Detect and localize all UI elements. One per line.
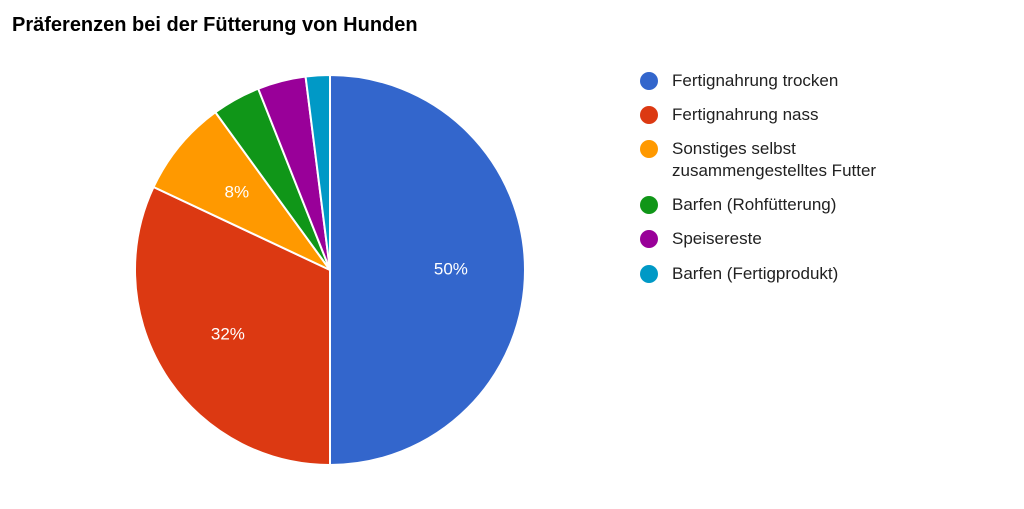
legend-item: Barfen (Fertigprodukt) <box>640 263 1000 285</box>
pie-slice <box>330 75 525 465</box>
legend-item: Barfen (Rohfütterung) <box>640 194 1000 216</box>
legend-swatch-icon <box>640 72 658 90</box>
legend-label: Fertignahrung trocken <box>672 70 932 92</box>
legend-label: Sonstiges selbst zusammengestelltes Futt… <box>672 138 932 182</box>
pie-slice-label: 50% <box>434 259 468 278</box>
legend-item: Fertignahrung nass <box>640 104 1000 126</box>
legend-swatch-icon <box>640 230 658 248</box>
chart-container: Präferenzen bei der Fütterung von Hunden… <box>0 0 1024 509</box>
legend-label: Barfen (Rohfütterung) <box>672 194 932 216</box>
legend-swatch-icon <box>640 140 658 158</box>
legend: Fertignahrung trocken Fertignahrung nass S… <box>640 70 1000 297</box>
pie-slice-label: 32% <box>211 324 245 343</box>
pie-svg: 50% 32% 8% <box>120 60 540 480</box>
legend-swatch-icon <box>640 265 658 283</box>
pie-area: 50% 32% 8% <box>120 60 540 480</box>
legend-swatch-icon <box>640 106 658 124</box>
legend-item: Sonstiges selbst zusammengestelltes Futt… <box>640 138 1000 182</box>
chart-title: Präferenzen bei der Fütterung von Hunden <box>12 14 418 37</box>
legend-label: Fertignahrung nass <box>672 104 932 126</box>
legend-label: Speisereste <box>672 228 932 250</box>
legend-swatch-icon <box>640 196 658 214</box>
pie-slice-label: 8% <box>225 182 250 201</box>
legend-item: Speisereste <box>640 228 1000 250</box>
legend-item: Fertignahrung trocken <box>640 70 1000 92</box>
legend-label: Barfen (Fertigprodukt) <box>672 263 932 285</box>
